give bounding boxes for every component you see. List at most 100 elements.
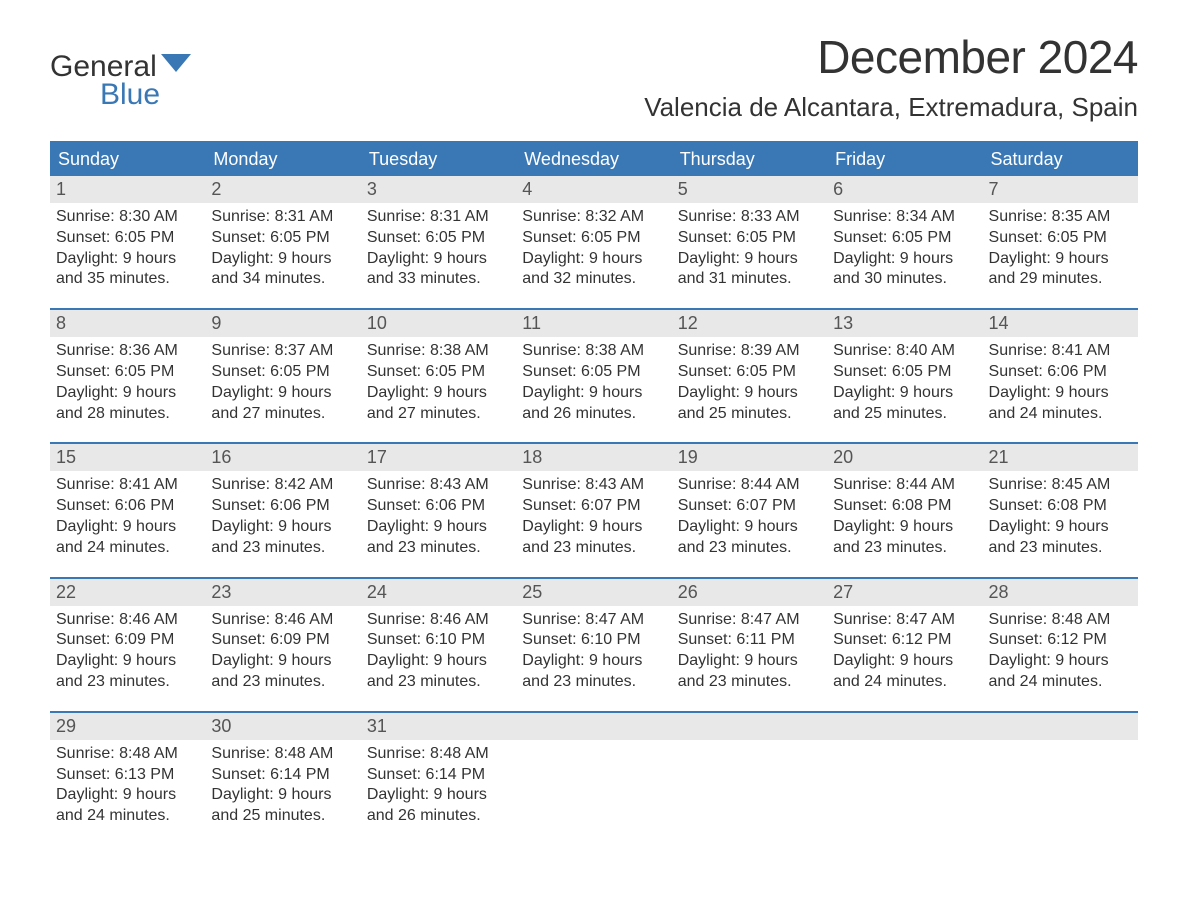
sunset-line: Sunset: 6:05 PM	[211, 362, 352, 383]
day-number: 12	[672, 310, 827, 337]
sunset-line: Sunset: 6:12 PM	[833, 630, 974, 651]
sunrise-line: Sunrise: 8:46 AM	[56, 610, 197, 631]
sunrise-line: Sunrise: 8:37 AM	[211, 341, 352, 362]
daylight-line2: and 27 minutes.	[211, 404, 352, 425]
daylight-line2: and 28 minutes.	[56, 404, 197, 425]
logo-word2: Blue	[100, 78, 191, 112]
sunset-line: Sunset: 6:13 PM	[56, 765, 197, 786]
day-number: 14	[983, 310, 1138, 337]
daylight-line2: and 23 minutes.	[211, 672, 352, 693]
daylight-line1: Daylight: 9 hours	[678, 517, 819, 538]
day-cell: Sunrise: 8:35 AMSunset: 6:05 PMDaylight:…	[983, 203, 1138, 294]
daylight-line2: and 23 minutes.	[989, 538, 1130, 559]
day-header-cell: Sunday	[50, 143, 205, 176]
daylight-line1: Daylight: 9 hours	[211, 651, 352, 672]
daylight-line1: Daylight: 9 hours	[367, 383, 508, 404]
sunset-line: Sunset: 6:07 PM	[678, 496, 819, 517]
sunset-line: Sunset: 6:14 PM	[211, 765, 352, 786]
header: General Blue December 2024 Valencia de A…	[50, 30, 1138, 123]
sunset-line: Sunset: 6:06 PM	[989, 362, 1130, 383]
sunrise-line: Sunrise: 8:33 AM	[678, 207, 819, 228]
day-header-cell: Tuesday	[361, 143, 516, 176]
title-block: December 2024 Valencia de Alcantara, Ext…	[644, 30, 1138, 123]
day-cell: Sunrise: 8:43 AMSunset: 6:07 PMDaylight:…	[516, 471, 671, 562]
location: Valencia de Alcantara, Extremadura, Spai…	[644, 92, 1138, 123]
sunset-line: Sunset: 6:05 PM	[367, 362, 508, 383]
sunset-line: Sunset: 6:05 PM	[522, 228, 663, 249]
daynum-row: 293031	[50, 713, 1138, 740]
day-cell	[983, 740, 1138, 831]
day-cell: Sunrise: 8:48 AMSunset: 6:14 PMDaylight:…	[205, 740, 360, 831]
daynum-row: 22232425262728	[50, 579, 1138, 606]
day-number: 23	[205, 579, 360, 606]
sunrise-line: Sunrise: 8:34 AM	[833, 207, 974, 228]
sunrise-line: Sunrise: 8:46 AM	[211, 610, 352, 631]
daylight-line1: Daylight: 9 hours	[56, 785, 197, 806]
day-cell: Sunrise: 8:31 AMSunset: 6:05 PMDaylight:…	[361, 203, 516, 294]
day-number: 1	[50, 176, 205, 203]
day-cell: Sunrise: 8:47 AMSunset: 6:12 PMDaylight:…	[827, 606, 982, 697]
day-cell: Sunrise: 8:33 AMSunset: 6:05 PMDaylight:…	[672, 203, 827, 294]
sunrise-line: Sunrise: 8:31 AM	[367, 207, 508, 228]
day-header-cell: Friday	[827, 143, 982, 176]
day-number	[672, 713, 827, 740]
daylight-line2: and 23 minutes.	[522, 538, 663, 559]
sunrise-line: Sunrise: 8:47 AM	[522, 610, 663, 631]
day-number: 7	[983, 176, 1138, 203]
daylight-line1: Daylight: 9 hours	[833, 517, 974, 538]
day-cell: Sunrise: 8:46 AMSunset: 6:10 PMDaylight:…	[361, 606, 516, 697]
day-number: 21	[983, 444, 1138, 471]
day-cell: Sunrise: 8:34 AMSunset: 6:05 PMDaylight:…	[827, 203, 982, 294]
sunset-line: Sunset: 6:05 PM	[367, 228, 508, 249]
sunrise-line: Sunrise: 8:43 AM	[367, 475, 508, 496]
day-number: 29	[50, 713, 205, 740]
day-cell: Sunrise: 8:44 AMSunset: 6:07 PMDaylight:…	[672, 471, 827, 562]
daylight-line2: and 23 minutes.	[833, 538, 974, 559]
day-header-cell: Monday	[205, 143, 360, 176]
day-number: 13	[827, 310, 982, 337]
daylight-line2: and 26 minutes.	[367, 806, 508, 827]
day-number: 24	[361, 579, 516, 606]
daylight-line2: and 26 minutes.	[522, 404, 663, 425]
daylight-line1: Daylight: 9 hours	[989, 651, 1130, 672]
day-number: 25	[516, 579, 671, 606]
day-cell: Sunrise: 8:36 AMSunset: 6:05 PMDaylight:…	[50, 337, 205, 428]
daylight-line2: and 24 minutes.	[833, 672, 974, 693]
day-number: 3	[361, 176, 516, 203]
day-cell: Sunrise: 8:48 AMSunset: 6:13 PMDaylight:…	[50, 740, 205, 831]
day-number: 2	[205, 176, 360, 203]
day-cell: Sunrise: 8:41 AMSunset: 6:06 PMDaylight:…	[50, 471, 205, 562]
day-number: 26	[672, 579, 827, 606]
week-row: 293031Sunrise: 8:48 AMSunset: 6:13 PMDay…	[50, 711, 1138, 831]
daylight-line2: and 25 minutes.	[678, 404, 819, 425]
sunrise-line: Sunrise: 8:39 AM	[678, 341, 819, 362]
day-number	[827, 713, 982, 740]
sunrise-line: Sunrise: 8:35 AM	[989, 207, 1130, 228]
day-header-row: SundayMondayTuesdayWednesdayThursdayFrid…	[50, 141, 1138, 176]
daylight-line2: and 34 minutes.	[211, 269, 352, 290]
day-header-cell: Wednesday	[516, 143, 671, 176]
sunrise-line: Sunrise: 8:48 AM	[56, 744, 197, 765]
day-number: 31	[361, 713, 516, 740]
sunrise-line: Sunrise: 8:47 AM	[678, 610, 819, 631]
day-number: 5	[672, 176, 827, 203]
daynum-row: 15161718192021	[50, 444, 1138, 471]
daylight-line1: Daylight: 9 hours	[833, 249, 974, 270]
day-cell	[827, 740, 982, 831]
day-cell: Sunrise: 8:47 AMSunset: 6:11 PMDaylight:…	[672, 606, 827, 697]
daylight-line1: Daylight: 9 hours	[833, 651, 974, 672]
day-number: 27	[827, 579, 982, 606]
day-number: 15	[50, 444, 205, 471]
sunset-line: Sunset: 6:08 PM	[833, 496, 974, 517]
data-row: Sunrise: 8:48 AMSunset: 6:13 PMDaylight:…	[50, 740, 1138, 831]
daylight-line2: and 23 minutes.	[367, 672, 508, 693]
day-number: 18	[516, 444, 671, 471]
sunset-line: Sunset: 6:08 PM	[989, 496, 1130, 517]
sunrise-line: Sunrise: 8:48 AM	[367, 744, 508, 765]
sunset-line: Sunset: 6:07 PM	[522, 496, 663, 517]
day-number: 16	[205, 444, 360, 471]
sunrise-line: Sunrise: 8:40 AM	[833, 341, 974, 362]
day-number: 8	[50, 310, 205, 337]
data-row: Sunrise: 8:46 AMSunset: 6:09 PMDaylight:…	[50, 606, 1138, 697]
day-number: 20	[827, 444, 982, 471]
